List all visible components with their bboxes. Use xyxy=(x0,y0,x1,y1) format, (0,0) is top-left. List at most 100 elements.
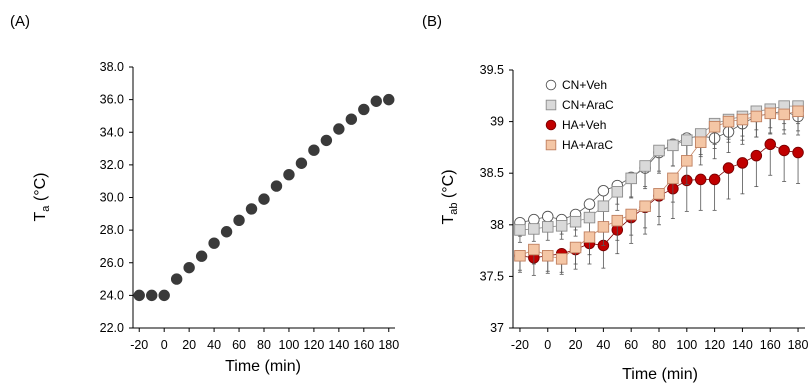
panel-b-x-tick-label: 20 xyxy=(569,338,583,352)
point-ha-arac xyxy=(736,113,749,126)
panel-b-x-tick-label: 60 xyxy=(624,338,638,352)
legend-item-ha-veh: HA+Veh xyxy=(545,118,606,132)
panel-b-x-tick-label: 100 xyxy=(676,338,697,352)
point-cn-arac xyxy=(569,215,582,228)
panel-b: (B) Time (min) Tab (°C) 37 37.5 38 38.5 39 39… xyxy=(422,13,809,383)
point-ha-veh xyxy=(792,146,804,159)
panel-a-y-tick-label: 26.0 xyxy=(100,256,124,270)
panel-b-legend: CN+Veh CN+AraC HA+Veh HA+AraC xyxy=(545,78,614,152)
panel-a-label: (A) xyxy=(10,13,30,30)
panel-a-y-tick-label: 34.0 xyxy=(100,125,124,139)
panel-a-point xyxy=(308,144,320,156)
panel-a-point xyxy=(258,193,270,205)
panel-b-marks xyxy=(514,100,804,276)
panel-a-point xyxy=(220,226,233,238)
panel-b-y-tick-label: 38 xyxy=(490,218,504,232)
panel-b-x-tick-label: 80 xyxy=(652,338,666,352)
panel-b-label: (B) xyxy=(422,13,442,30)
panel-b-x-tick-label: 160 xyxy=(760,338,781,352)
point-ha-veh xyxy=(736,157,749,169)
panel-b-x-tick-label: 0 xyxy=(544,338,551,352)
panel-a-point xyxy=(170,273,183,285)
point-cn-arac xyxy=(667,139,679,152)
panel-a-point xyxy=(133,289,145,302)
point-ha-arac xyxy=(597,221,610,233)
panel-a-x-tick-label: 120 xyxy=(303,338,324,352)
panel-a-point xyxy=(183,261,195,274)
point-ha-veh xyxy=(778,144,790,157)
panel-a-marks xyxy=(133,93,395,302)
panel-a-point xyxy=(208,237,220,249)
panel-a-x-tick-label: -20 xyxy=(130,338,148,352)
point-ha-arac xyxy=(611,214,624,227)
panel-b-y-title-main: T xyxy=(440,215,457,225)
panel-a-point xyxy=(370,95,382,107)
panel-a-y-tick-label: 36.0 xyxy=(100,93,124,107)
point-ha-veh xyxy=(708,173,721,186)
panel-a-x-tick-label: 140 xyxy=(328,338,349,352)
point-cn-arac xyxy=(625,172,637,185)
panel-a-y-title-unit: (°C) xyxy=(32,173,49,206)
point-cn-arac xyxy=(639,160,651,172)
point-ha-arac xyxy=(583,231,596,243)
panel-b-y-tick-label: 39 xyxy=(490,115,504,129)
point-ha-arac xyxy=(681,155,693,167)
panel-a-y-title-main: T xyxy=(32,211,49,221)
legend-item-cn-arac: CN+AraC xyxy=(545,98,614,112)
panel-a-x-tick-label: 80 xyxy=(257,338,271,352)
point-ha-arac xyxy=(555,253,568,265)
panel-a-point xyxy=(383,93,395,106)
point-ha-arac xyxy=(722,115,735,128)
panel-b-x-tick-label: 180 xyxy=(788,338,809,352)
point-ha-arac xyxy=(764,107,776,120)
point-cn-arac xyxy=(514,224,526,236)
panel-a-x-tick-label: 180 xyxy=(378,338,399,352)
legend-item-cn-veh: CN+Veh xyxy=(545,78,607,92)
point-ha-arac xyxy=(528,243,540,256)
panel-b-x-tick-label: 140 xyxy=(732,338,753,352)
legend-marker xyxy=(545,99,557,111)
panel-b-y-tick-label: 37.5 xyxy=(480,269,504,283)
point-ha-arac xyxy=(778,108,790,121)
legend-label: CN+Veh xyxy=(562,78,607,92)
panel-a-point xyxy=(146,289,158,302)
panel-a-point xyxy=(195,250,208,262)
point-ha-arac xyxy=(694,136,707,148)
point-ha-veh xyxy=(764,138,776,151)
panel-a-x-tick-label: 20 xyxy=(182,338,196,352)
point-ha-veh xyxy=(694,173,707,186)
point-cn-arac xyxy=(653,144,665,157)
point-cn-arac xyxy=(681,134,693,146)
point-cn-arac xyxy=(597,200,610,212)
point-ha-veh xyxy=(722,162,735,174)
panel-a-y-tick-label: 22.0 xyxy=(100,321,124,335)
legend-label: CN+AraC xyxy=(562,98,614,112)
panel-a-x-tick-label: 0 xyxy=(161,338,168,352)
panel-a-x-tick-label: 160 xyxy=(353,338,374,352)
panel-a-y-tick-label: 28.0 xyxy=(100,223,124,237)
panel-b-y-tick-label: 37 xyxy=(490,321,504,335)
point-cn-arac xyxy=(542,221,554,233)
panel-a-point xyxy=(283,168,295,181)
point-ha-arac xyxy=(625,208,637,221)
panel-a-x-tick-label: 40 xyxy=(207,338,221,352)
point-cn-arac xyxy=(611,186,624,198)
legend-label: HA+Veh xyxy=(562,118,606,132)
panel-b-x-title: Time (min) xyxy=(622,366,698,383)
point-ha-arac xyxy=(639,200,651,212)
panel-b-y-title: Tab (°C) xyxy=(440,169,460,224)
panel-a-y-tick-label: 38.0 xyxy=(100,60,124,74)
panel-a-y-tick-label: 30.0 xyxy=(100,191,124,205)
panel-a-point xyxy=(345,113,358,125)
panel-a: (A) Time (min) Ta (°C) 22.0 24.0 26.0 28.0 3… xyxy=(10,13,399,375)
point-ha-arac xyxy=(653,188,665,200)
point-ha-arac xyxy=(542,250,554,262)
point-cn-veh xyxy=(583,198,596,210)
legend-marker xyxy=(545,79,557,91)
point-ha-veh xyxy=(750,149,763,162)
panel-a-point xyxy=(245,203,258,215)
panel-a-point xyxy=(333,123,345,135)
panel-b-ticks: 37 37.5 38 38.5 39 39.5 -20 0 20 40 60 80 100 120 140 1… xyxy=(480,63,809,352)
point-ha-arac xyxy=(708,121,721,133)
